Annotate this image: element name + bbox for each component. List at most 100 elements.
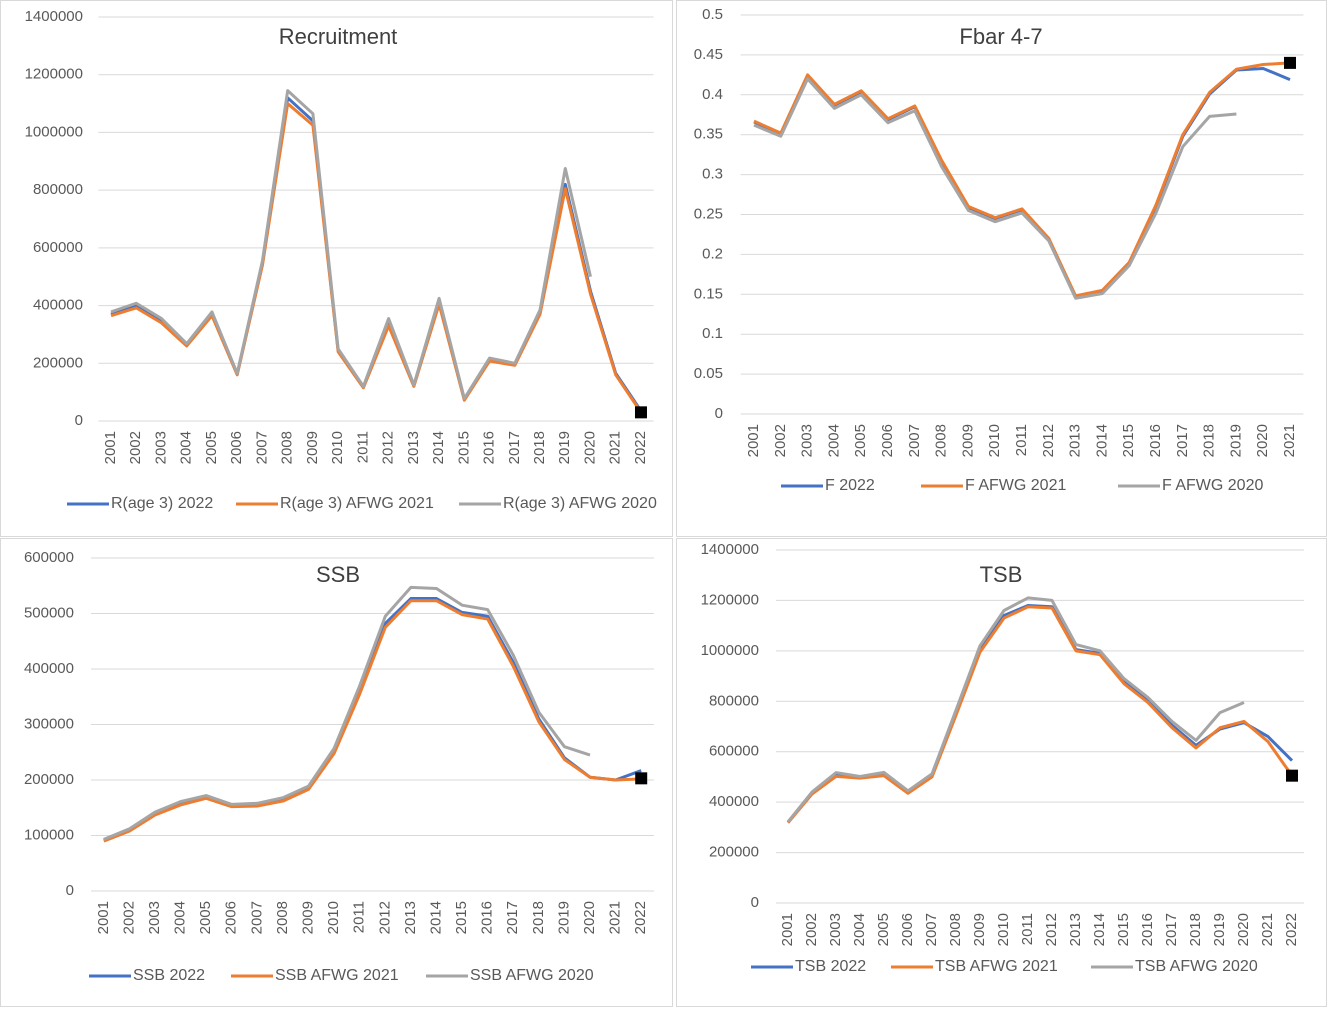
y-tick-label: 1400000	[25, 8, 83, 25]
chart-panel: Recruitment 0 200000 400000 600000 800000 1000…	[0, 0, 673, 537]
x-tick-label: 2020	[1254, 424, 1271, 457]
y-tick-label: 1200000	[701, 591, 759, 608]
chart: TSB 0 200000 400000 600000 800000 1000000 12000…	[701, 541, 1304, 975]
x-tick-label: 2006	[228, 431, 245, 464]
y-tick-label: 0.05	[694, 365, 723, 382]
y-tick-label: 800000	[709, 692, 759, 709]
series-line	[753, 77, 1237, 300]
series-line	[103, 599, 642, 843]
x-tick-label: 2006	[899, 913, 916, 946]
y-tick-label: 1000000	[25, 123, 83, 140]
x-tick-label: 2016	[479, 901, 496, 934]
x-tick-label: 2001	[102, 431, 119, 464]
x-tick-label: 2012	[1043, 913, 1060, 946]
chart: SSB 0 100000 200000 300000 400000 500000 600000…	[24, 549, 654, 984]
y-tick-label: 0	[75, 412, 83, 429]
x-tick-label: 2009	[304, 431, 321, 464]
y-tick-label: 300000	[24, 715, 74, 732]
marker-point	[1284, 56, 1296, 69]
x-tick-label: 2019	[1211, 913, 1228, 946]
x-tick-label: 2021	[1281, 424, 1298, 457]
x-tick-label: 2001	[95, 901, 112, 934]
x-tick-label: 2015	[1120, 424, 1137, 457]
x-tick-label: 2017	[1163, 913, 1180, 946]
x-tick-label: 2003	[146, 901, 163, 934]
legend-label: R(age 3) 2022	[111, 495, 213, 512]
x-tick-label: 2008	[947, 913, 964, 946]
legend-label: F AFWG 2021	[965, 477, 1066, 494]
legend-label: SSB AFWG 2020	[470, 967, 594, 984]
legend-label: F 2022	[825, 477, 875, 494]
legend-label: SSB AFWG 2021	[275, 967, 399, 984]
x-tick-label: 2013	[402, 901, 419, 934]
y-tick-label: 0.4	[702, 86, 723, 103]
x-tick-label: 2003	[152, 431, 169, 464]
x-tick-label: 2017	[1174, 424, 1191, 457]
x-tick-label: 2011	[354, 431, 371, 463]
x-tick-label: 2015	[1115, 913, 1132, 946]
y-tick-label: 1000000	[701, 642, 759, 659]
chart-panel: Fbar 4-7 0 0.05 0.1 0.15 0.2 0.25 0.3 0.35 0.4 0.4…	[676, 0, 1327, 537]
x-tick-label: 2012	[1040, 424, 1057, 457]
series-line	[753, 61, 1291, 298]
y-tick-label: 0	[66, 882, 74, 899]
y-tick-label: 400000	[24, 660, 74, 677]
series-line	[786, 605, 1294, 824]
x-tick-label: 2004	[825, 424, 842, 457]
x-tick-label: 2020	[581, 901, 598, 934]
x-tick-label: 2016	[1147, 424, 1164, 457]
x-tick-label: 2011	[351, 901, 368, 933]
x-tick-label: 2007	[923, 913, 940, 946]
x-tick-label: 2017	[504, 901, 521, 934]
x-tick-label: 2004	[178, 431, 195, 464]
x-tick-label: 2009	[299, 901, 316, 934]
x-tick-label: 2010	[995, 913, 1012, 946]
x-tick-label: 2010	[325, 901, 342, 934]
y-tick-label: 0.25	[694, 205, 723, 222]
x-tick-label: 2001	[745, 424, 762, 457]
legend-label: SSB 2022	[133, 967, 205, 984]
x-tick-label: 2018	[1201, 424, 1218, 457]
chart-title: Fbar 4-7	[959, 24, 1042, 49]
x-tick-label: 2010	[986, 424, 1003, 457]
y-tick-label: 0	[751, 894, 759, 911]
x-tick-label: 2004	[851, 913, 868, 946]
x-tick-label: 2016	[481, 431, 498, 464]
marker-point	[634, 406, 647, 419]
series-line	[103, 585, 591, 841]
y-tick-label: 200000	[33, 354, 83, 371]
series-line	[110, 89, 592, 400]
chart-title: Recruitment	[279, 24, 398, 49]
x-tick-label: 2011	[1013, 424, 1030, 456]
x-tick-label: 2002	[127, 431, 144, 464]
chart-title: SSB	[316, 562, 360, 587]
x-tick-label: 2007	[906, 424, 923, 457]
x-tick-label: 2004	[172, 901, 189, 934]
y-tick-label: 0.15	[694, 285, 723, 302]
x-tick-label: 2019	[555, 901, 572, 934]
series-line	[110, 96, 643, 412]
x-tick-label: 2002	[120, 901, 137, 934]
series-line	[786, 603, 1294, 824]
x-tick-label: 2018	[1187, 913, 1204, 946]
x-tick-label: 2005	[852, 424, 869, 457]
x-tick-label: 2001	[779, 913, 796, 946]
x-tick-label: 2021	[1259, 913, 1276, 946]
x-tick-label: 2014	[427, 901, 444, 934]
x-tick-label: 2012	[376, 901, 393, 934]
chart-panel: SSB 0 100000 200000 300000 400000 500000 600000…	[0, 538, 673, 1007]
y-tick-label: 600000	[709, 743, 759, 760]
legend-label: F AFWG 2020	[1162, 477, 1263, 494]
y-tick-label: 0.1	[702, 325, 723, 342]
x-tick-label: 2019	[556, 431, 573, 464]
chart: Recruitment 0 200000 400000 600000 800000 1000…	[25, 8, 657, 512]
x-tick-label: 2008	[274, 901, 291, 934]
x-tick-label: 2022	[632, 431, 649, 464]
legend-label: R(age 3) AFWG 2020	[503, 495, 657, 512]
marker-point	[635, 772, 648, 785]
x-tick-label: 2003	[827, 913, 844, 946]
x-tick-label: 2002	[772, 424, 789, 457]
x-tick-label: 2022	[632, 901, 649, 934]
legend-label: TSB AFWG 2020	[1135, 958, 1258, 975]
x-tick-label: 2016	[1139, 913, 1156, 946]
